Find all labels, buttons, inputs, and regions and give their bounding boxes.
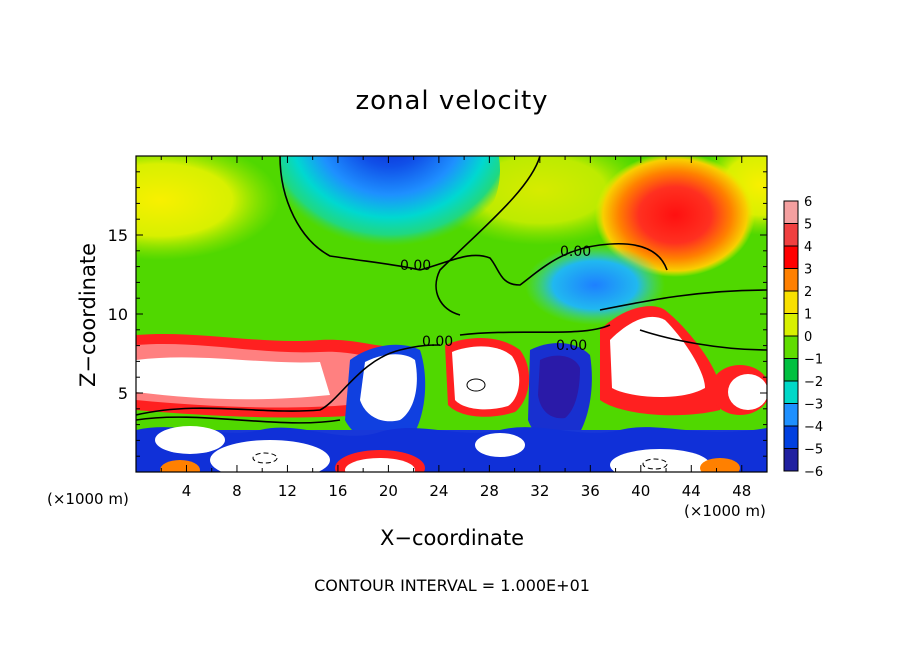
colorbar-swatch bbox=[784, 358, 798, 381]
x-tick-label: 44 bbox=[682, 482, 701, 500]
colorbar-label: −1 bbox=[804, 353, 823, 368]
colorbar-swatch bbox=[784, 201, 798, 224]
x-tick-label: 28 bbox=[480, 482, 499, 500]
x-tick-label: 24 bbox=[429, 482, 448, 500]
x-tick-label: 48 bbox=[732, 482, 751, 500]
colorbar-label: −4 bbox=[804, 420, 823, 435]
contour-label: 0.00 bbox=[556, 338, 587, 354]
x-tick-label: 8 bbox=[232, 482, 242, 500]
x-tick-label: 12 bbox=[278, 482, 297, 500]
colorbar-label: 6 bbox=[804, 195, 812, 210]
x-unit-label: (×1000 m) bbox=[684, 502, 766, 520]
colorbar-swatch bbox=[784, 426, 798, 449]
x-unit-label: (×1000 m) bbox=[47, 490, 129, 508]
x-tick-label: 20 bbox=[379, 482, 398, 500]
x-axis: 4 8 12 16 20 24 28 32 36 40 44 48 bbox=[160, 156, 751, 500]
contour-interval-note: CONTOUR INTERVAL = 1.000E+01 bbox=[314, 576, 590, 595]
x-axis-label: X−coordinate bbox=[380, 526, 524, 550]
velocity-field: 0.00 0.00 0.00 0.00 bbox=[136, 156, 767, 472]
x-tick-label: 4 bbox=[182, 482, 192, 500]
y-axis-label: Z−coordinate bbox=[76, 243, 100, 387]
colorbar-label: −5 bbox=[804, 443, 823, 458]
colorbar-label: 5 bbox=[804, 218, 812, 233]
y-axis: 5 10 15 bbox=[108, 171, 767, 457]
colorbar: 6 5 4 3 2 1 0 −1 −2 −3 −4 −5 −6 bbox=[783, 195, 823, 480]
x-tick-label: 32 bbox=[530, 482, 549, 500]
contour-label: 0.00 bbox=[560, 244, 591, 260]
colorbar-label: −6 bbox=[804, 465, 823, 480]
colorbar-swatch bbox=[784, 313, 798, 336]
colorbar-label: 2 bbox=[804, 285, 812, 300]
colorbar-label: −2 bbox=[804, 375, 823, 390]
x-tick-label: 40 bbox=[631, 482, 650, 500]
colorbar-swatch bbox=[784, 246, 798, 269]
colorbar-label: 1 bbox=[804, 308, 812, 323]
chart-title: zonal velocity bbox=[355, 86, 549, 116]
colorbar-swatch bbox=[784, 268, 798, 291]
colorbar-swatch bbox=[784, 336, 798, 359]
colorbar-label: −3 bbox=[804, 398, 823, 413]
contour-label: 0.00 bbox=[422, 334, 453, 350]
colorbar-label: 0 bbox=[804, 330, 812, 345]
x-tick-label: 16 bbox=[328, 482, 347, 500]
colorbar-swatch bbox=[784, 223, 798, 246]
x-tick-label: 36 bbox=[581, 482, 600, 500]
y-tick-label: 10 bbox=[108, 305, 128, 324]
contour-label: 0.00 bbox=[400, 258, 431, 274]
colorbar-swatch bbox=[784, 291, 798, 314]
colorbar-swatch bbox=[784, 403, 798, 426]
colorbar-label: 4 bbox=[804, 240, 812, 255]
colorbar-swatch bbox=[784, 381, 798, 404]
y-tick-label: 5 bbox=[118, 384, 128, 403]
colorbar-swatch bbox=[784, 448, 798, 471]
y-tick-label: 15 bbox=[108, 226, 128, 245]
colorbar-label: 3 bbox=[804, 263, 812, 278]
